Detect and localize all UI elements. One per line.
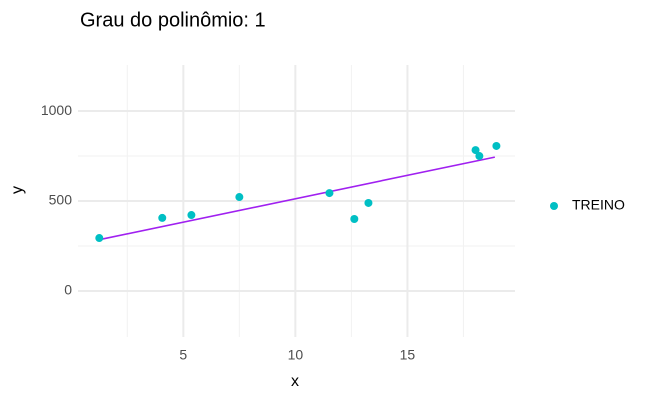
point — [158, 213, 167, 222]
point — [471, 146, 480, 155]
y-tick-label: 1000 — [41, 102, 72, 118]
x-tick-label: 5 — [179, 347, 187, 363]
fit-line — [99, 156, 495, 241]
x-tick-label: 15 — [400, 347, 416, 363]
legend-label: TREINO — [572, 197, 625, 213]
y-tick-label: 500 — [49, 192, 73, 208]
point — [364, 198, 373, 207]
point — [492, 141, 501, 150]
x-axis-label: x — [291, 373, 299, 390]
y-tick-label: 0 — [64, 282, 72, 298]
point — [235, 193, 244, 202]
point — [95, 234, 104, 243]
point — [350, 214, 359, 223]
y-axis-label: y — [9, 186, 26, 194]
point — [325, 189, 334, 198]
x-tick-label: 10 — [288, 347, 304, 363]
legend-marker — [550, 202, 558, 210]
chart-title: Grau do polinômio: 1 — [80, 9, 266, 31]
point — [475, 152, 484, 161]
point — [187, 211, 196, 220]
